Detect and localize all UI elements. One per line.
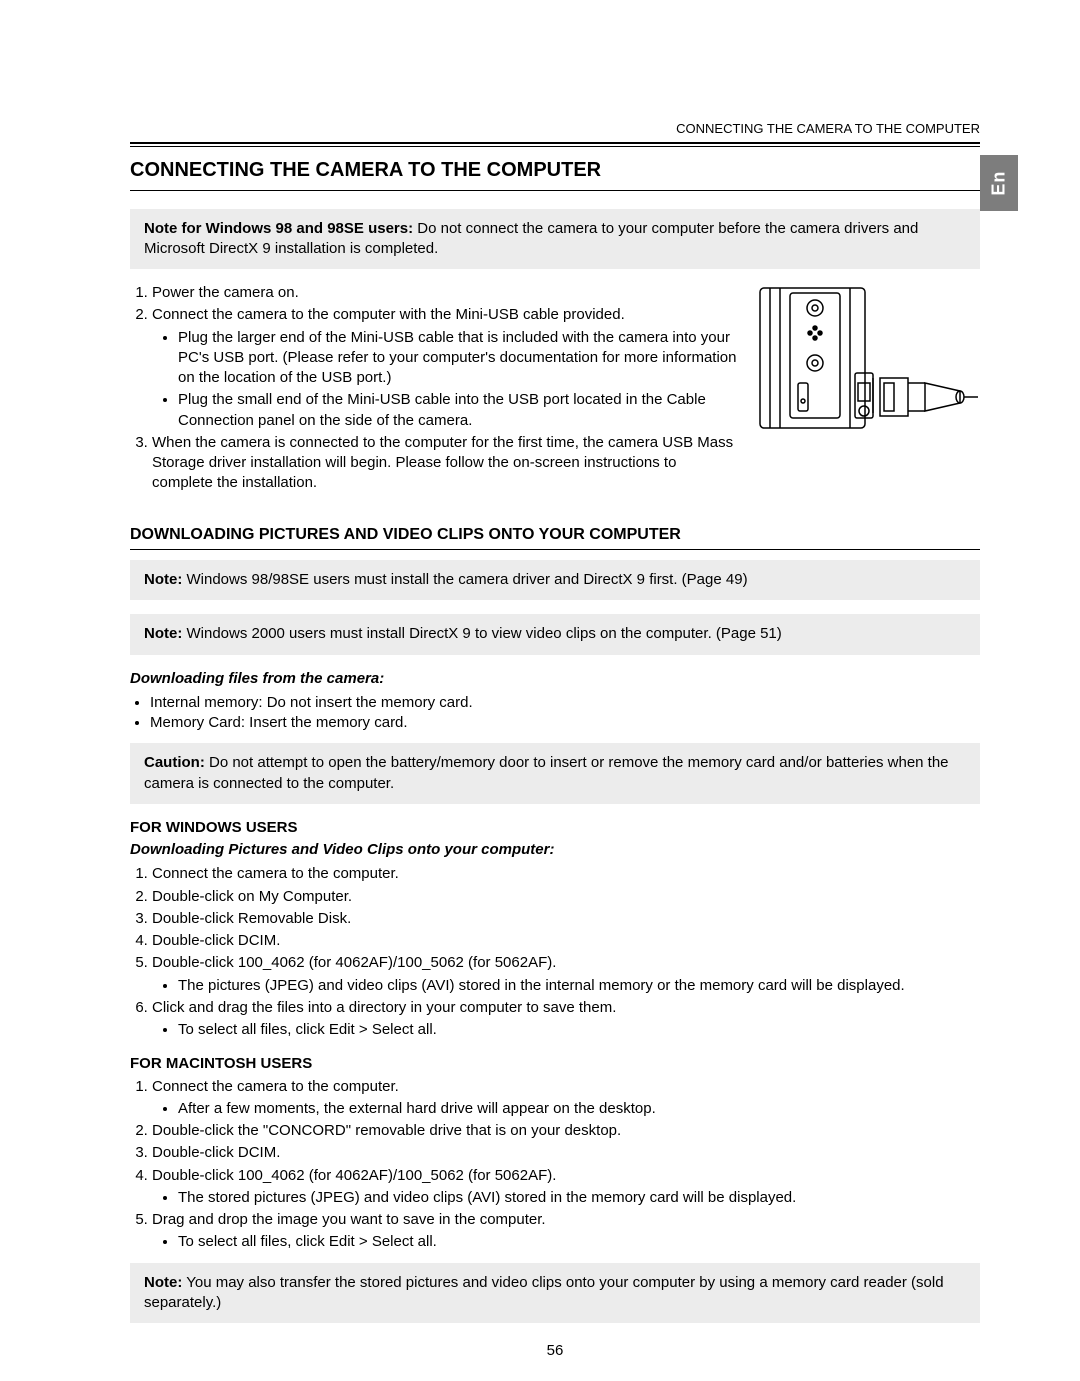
note-text: Windows 2000 users must install DirectX … (182, 625, 781, 642)
running-head: CONNECTING THE CAMERA TO THE COMPUTER (130, 120, 980, 142)
step-item: Double-click DCIM. (152, 1143, 980, 1163)
title-underline (130, 190, 980, 191)
bullet-item: The stored pictures (JPEG) and video cli… (178, 1188, 980, 1208)
note-box-cardreader: Note: You may also transfer the stored p… (130, 1263, 980, 1324)
step-item: Double-click Removable Disk. (152, 909, 980, 929)
step-text: Connect the camera to the computer with … (152, 306, 625, 323)
subhead-windows: FOR WINDOWS USERS (130, 818, 980, 838)
connect-steps: Power the camera on. Connect the camera … (130, 283, 740, 494)
note-label: Note for Windows 98 and 98SE users: (144, 220, 413, 237)
note-box-9898se: Note: Windows 98/98SE users must install… (130, 560, 980, 600)
mac-steps: Connect the camera to the computer. Afte… (130, 1077, 980, 1253)
note-text: You may also transfer the stored picture… (144, 1274, 944, 1311)
bullet-item: To select all files, click Edit > Select… (178, 1020, 980, 1040)
step-item: Click and drag the files into a director… (152, 998, 980, 1041)
bullet-item: Internal memory: Do not insert the memor… (150, 693, 980, 713)
bullet-item: After a few moments, the external hard d… (178, 1099, 980, 1119)
note-text: Windows 98/98SE users must install the c… (182, 571, 747, 588)
step-item: Double-click DCIM. (152, 931, 980, 951)
subhead-macintosh: FOR MACINTOSH USERS (130, 1054, 980, 1074)
caution-box: Caution: Do not attempt to open the batt… (130, 743, 980, 804)
page-number: 56 (130, 1341, 980, 1361)
note-label: Note: (144, 625, 182, 642)
note-label: Note: (144, 571, 182, 588)
download-source-list: Internal memory: Do not insert the memor… (130, 693, 980, 734)
caution-text: Do not attempt to open the battery/memor… (144, 754, 949, 791)
step-item: Connect the camera to the computer with … (152, 305, 740, 431)
step-item: Double-click 100_4062 (for 4062AF)/100_5… (152, 953, 980, 996)
subhead-downloading-files: Downloading files from the camera: (130, 669, 980, 689)
language-tab: En (980, 155, 1018, 211)
step-item: Double-click on My Computer. (152, 887, 980, 907)
language-label: En (987, 170, 1011, 195)
step-text: Connect the camera to the computer. (152, 1078, 399, 1095)
windows-steps: Connect the camera to the computer. Doub… (130, 864, 980, 1040)
bullet-item: The pictures (JPEG) and video clips (AVI… (178, 976, 980, 996)
step-item: Connect the camera to the computer. (152, 864, 980, 884)
caution-label: Caution: (144, 754, 205, 771)
bullet-item: Memory Card: Insert the memory card. (150, 713, 980, 733)
step-item: When the camera is connected to the comp… (152, 433, 740, 494)
step-item: Double-click 100_4062 (for 4062AF)/100_5… (152, 1166, 980, 1209)
step-item: Connect the camera to the computer. Afte… (152, 1077, 980, 1120)
section-underline (130, 549, 980, 550)
note-box-2000: Note: Windows 2000 users must install Di… (130, 614, 980, 654)
step-text: Drag and drop the image you want to save… (152, 1211, 546, 1228)
step-text: Double-click 100_4062 (for 4062AF)/100_5… (152, 1167, 556, 1184)
step-text: Double-click 100_4062 (for 4062AF)/100_5… (152, 954, 556, 971)
subhead-windows-dl: Downloading Pictures and Video Clips ont… (130, 840, 980, 860)
note-box-win98: Note for Windows 98 and 98SE users: Do n… (130, 209, 980, 270)
section-title-downloading: DOWNLOADING PICTURES AND VIDEO CLIPS ONT… (130, 524, 980, 546)
bullet-item: Plug the larger end of the Mini-USB cabl… (178, 328, 740, 389)
note-label: Note: (144, 1274, 182, 1291)
camera-usb-diagram (750, 283, 980, 433)
step-item: Double-click the "CONCORD" removable dri… (152, 1121, 980, 1141)
bullet-item: To select all files, click Edit > Select… (178, 1232, 980, 1252)
step-item: Power the camera on. (152, 283, 740, 303)
page-title: CONNECTING THE CAMERA TO THE COMPUTER (130, 157, 980, 184)
step-text: Click and drag the files into a director… (152, 999, 616, 1016)
step-item: Drag and drop the image you want to save… (152, 1210, 980, 1253)
header-rule (130, 142, 980, 147)
bullet-item: Plug the small end of the Mini-USB cable… (178, 390, 740, 431)
